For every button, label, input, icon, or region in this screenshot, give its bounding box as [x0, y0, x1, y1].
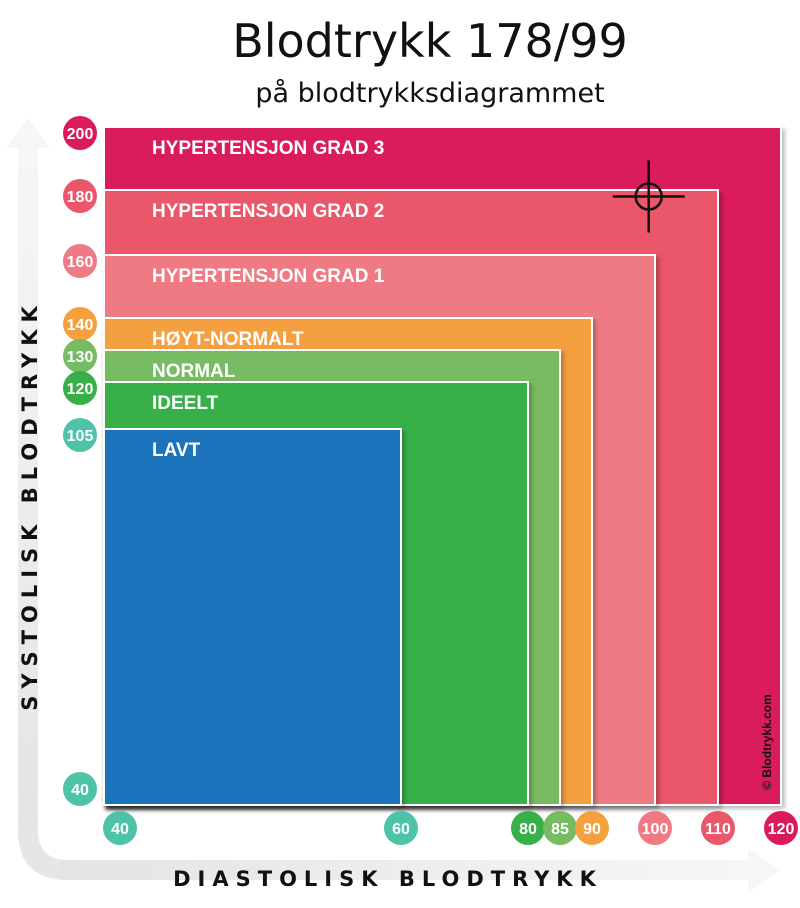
- axis-arrows: [6, 118, 780, 892]
- zone-rects: [103, 126, 782, 806]
- y-tick-badge: [63, 179, 97, 213]
- x-tick-label: 110: [705, 821, 731, 838]
- x-tick-label: 80: [519, 821, 537, 838]
- y-tick-badge: [63, 418, 97, 452]
- y-tick-badge: [63, 339, 97, 373]
- zone-lavt: [103, 428, 402, 806]
- y-tick-label: 160: [67, 254, 94, 271]
- y-axis-label: SYSTOLISK BLODTRYKK: [18, 299, 42, 711]
- y-tick-labels: 200 180 160 140 130 120 105 40: [63, 116, 97, 806]
- x-tick-badge: [511, 811, 545, 845]
- x-axis-label: DIASTOLISK BLODTRYKK: [173, 867, 603, 891]
- zone-label-hypertensjon-grad-2: HYPERTENSJON GRAD 2: [152, 201, 384, 222]
- x-axis-arrow: [60, 848, 780, 892]
- y-tick-badge: [63, 244, 97, 278]
- x-tick-label: 100: [642, 821, 669, 838]
- x-tick-label: 120: [768, 821, 795, 838]
- x-tick-label: 60: [392, 821, 410, 838]
- zone-label-ideelt: IDEELT: [152, 393, 219, 414]
- x-tick-badge: [384, 811, 418, 845]
- y-tick-label: 105: [67, 428, 94, 445]
- y-tick-label: 130: [67, 349, 94, 366]
- x-tick-label: 90: [583, 821, 601, 838]
- y-tick-label: 140: [67, 317, 94, 334]
- zone-labels: HYPERTENSJON GRAD 3 HYPERTENSJON GRAD 2 HY…: [152, 138, 385, 461]
- zone-label-hypertensjon-grad-1: HYPERTENSJON GRAD 1: [152, 266, 385, 287]
- x-tick-badge: [701, 811, 735, 845]
- x-tick-badge: [764, 811, 798, 845]
- x-tick-badge: [575, 811, 609, 845]
- axis-corner: [18, 830, 68, 880]
- y-tick-badge: [63, 371, 97, 405]
- zone-label-normal: NORMAL: [152, 361, 236, 382]
- x-tick-badge: [638, 811, 672, 845]
- y-tick-label: 200: [67, 126, 94, 143]
- page-title: Blodtrykk 178/99: [232, 14, 628, 68]
- page-subtitle: på blodtrykksdiagrammet: [255, 78, 605, 109]
- x-tick-label: 40: [111, 821, 129, 838]
- x-tick-badge: [103, 811, 137, 845]
- y-tick-label: 180: [67, 189, 94, 206]
- y-tick-label: 40: [71, 782, 89, 799]
- zone-label-hoyt-normalt: HØYT-NORMALT: [152, 329, 304, 350]
- y-tick-badge: [63, 307, 97, 341]
- y-axis-arrow: [6, 118, 50, 840]
- x-tick-label: 85: [551, 821, 569, 838]
- x-tick-badge: [543, 811, 577, 845]
- y-tick-badge: [63, 772, 97, 806]
- x-tick-labels: 40 60 80 85 90 100 110 120: [103, 811, 798, 845]
- zone-label-lavt: LAVT: [152, 440, 201, 461]
- zone-label-hypertensjon-grad-3: HYPERTENSJON GRAD 3: [152, 138, 384, 159]
- copyright-text: © Blodtrykk.com: [760, 694, 774, 790]
- y-tick-label: 120: [67, 381, 94, 398]
- y-tick-badge: [63, 116, 97, 150]
- reading-marker: [612, 160, 685, 233]
